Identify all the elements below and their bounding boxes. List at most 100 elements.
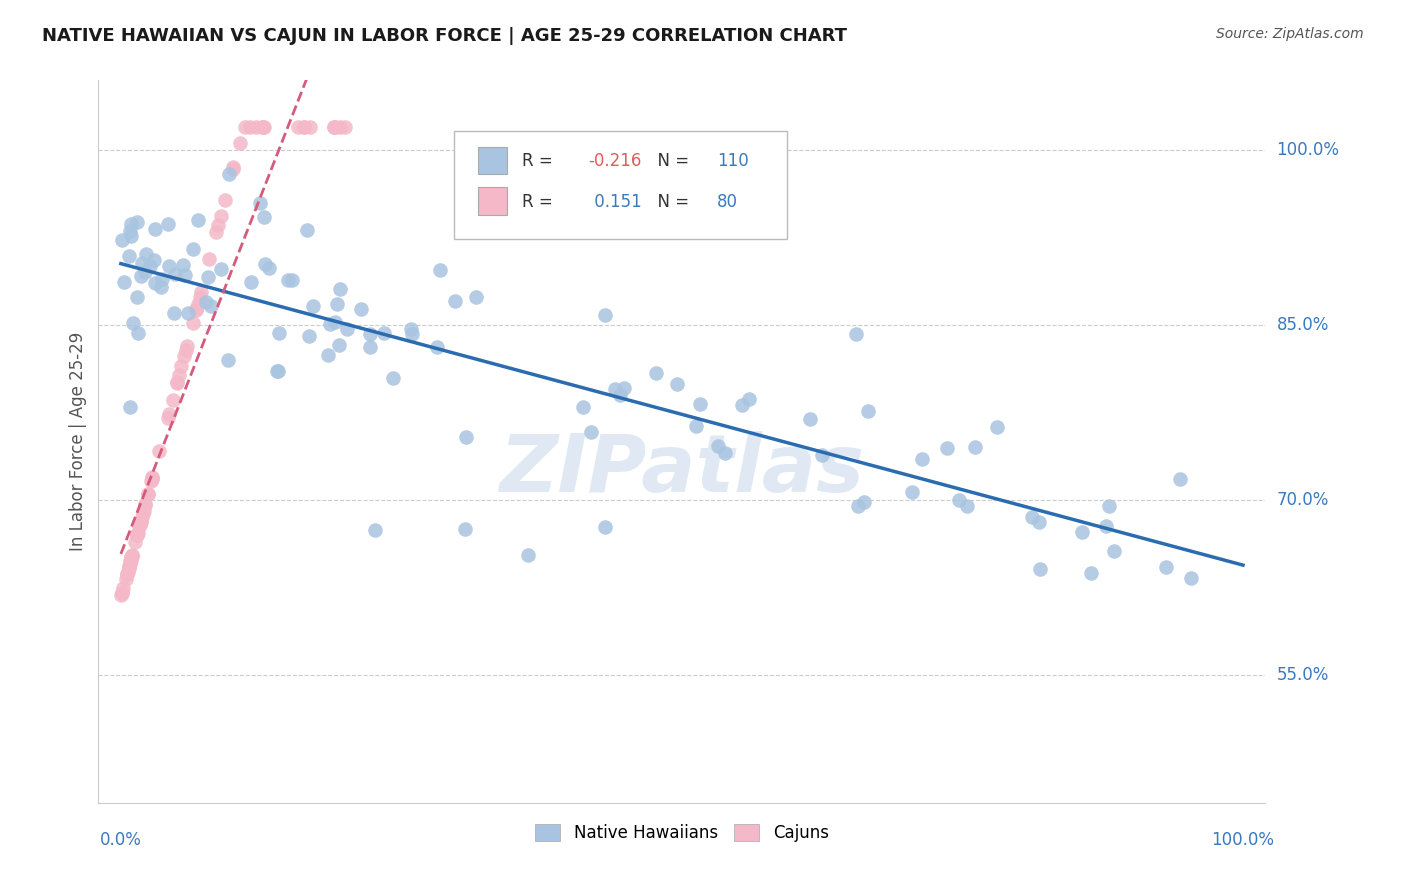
Text: N =: N =: [647, 153, 695, 170]
Point: [127, 290, 149, 304]
Point: [359, 327, 381, 342]
Point: [323, 120, 346, 134]
Point: [132, 503, 155, 517]
Point: [240, 275, 263, 289]
Point: [381, 371, 404, 385]
Point: [190, 285, 212, 300]
Point: [111, 233, 134, 247]
Point: [935, 441, 957, 455]
Point: [1080, 566, 1102, 581]
Point: [177, 306, 200, 320]
Point: [139, 259, 162, 273]
Text: 0.0%: 0.0%: [100, 830, 142, 848]
Point: [249, 196, 271, 211]
Text: Source: ZipAtlas.com: Source: ZipAtlas.com: [1216, 27, 1364, 41]
Point: [593, 520, 616, 534]
Point: [200, 299, 222, 313]
Text: 85.0%: 85.0%: [1277, 316, 1329, 334]
Point: [114, 572, 136, 586]
Point: [302, 299, 325, 313]
Point: [218, 167, 240, 181]
Point: [141, 469, 163, 483]
Point: [121, 548, 143, 562]
Point: [124, 535, 146, 549]
Point: [118, 249, 141, 263]
Point: [111, 586, 134, 600]
Point: [209, 209, 232, 223]
Point: [239, 120, 262, 134]
Point: [956, 499, 979, 513]
Point: [156, 217, 179, 231]
Point: [685, 418, 707, 433]
Point: [197, 269, 219, 284]
Point: [856, 403, 879, 417]
Text: 110: 110: [717, 153, 748, 170]
Point: [298, 328, 321, 343]
Point: [853, 494, 876, 508]
Point: [121, 316, 143, 330]
Point: [373, 326, 395, 340]
Point: [157, 408, 180, 422]
Point: [156, 410, 179, 425]
Point: [134, 498, 156, 512]
Point: [149, 280, 172, 294]
Point: [120, 217, 142, 231]
Point: [186, 302, 208, 317]
Point: [349, 302, 371, 317]
Point: [167, 368, 190, 383]
Point: [209, 262, 232, 277]
Point: [911, 451, 934, 466]
Point: [141, 474, 163, 488]
Text: 100.0%: 100.0%: [1212, 830, 1274, 848]
Point: [359, 340, 381, 354]
Point: [121, 549, 143, 563]
Point: [252, 120, 274, 134]
Point: [194, 295, 217, 310]
Point: [121, 549, 143, 563]
Point: [136, 487, 159, 501]
Point: [399, 322, 422, 336]
Point: [1154, 560, 1177, 574]
Point: [136, 487, 159, 501]
Point: [188, 290, 211, 304]
Y-axis label: In Labor Force | Age 25-29: In Labor Force | Age 25-29: [69, 332, 87, 551]
Point: [131, 510, 153, 524]
Point: [322, 120, 344, 134]
Point: [266, 363, 288, 377]
Point: [593, 308, 616, 322]
Point: [229, 136, 252, 150]
Point: [1028, 515, 1050, 529]
Point: [141, 472, 163, 486]
Point: [613, 381, 636, 395]
Point: [277, 273, 299, 287]
Point: [187, 297, 209, 311]
Text: -0.216: -0.216: [589, 153, 643, 170]
Point: [328, 338, 350, 352]
Point: [132, 506, 155, 520]
Point: [118, 558, 141, 573]
Point: [281, 273, 304, 287]
Point: [183, 242, 205, 256]
Point: [572, 401, 595, 415]
Point: [181, 316, 204, 330]
Point: [120, 553, 142, 567]
Point: [198, 252, 221, 267]
Point: [166, 375, 188, 389]
Point: [426, 340, 449, 354]
Text: 100.0%: 100.0%: [1277, 141, 1340, 159]
Point: [174, 343, 197, 357]
Point: [336, 322, 359, 336]
Point: [159, 260, 181, 274]
Point: [118, 400, 141, 414]
Point: [120, 554, 142, 568]
Point: [810, 448, 832, 462]
Point: [131, 268, 153, 283]
Point: [1071, 524, 1094, 539]
Point: [112, 275, 135, 289]
Point: [1094, 519, 1116, 533]
Point: [644, 366, 666, 380]
Point: [401, 326, 423, 341]
Point: [134, 265, 156, 279]
Point: [118, 557, 141, 571]
Point: [846, 499, 869, 513]
